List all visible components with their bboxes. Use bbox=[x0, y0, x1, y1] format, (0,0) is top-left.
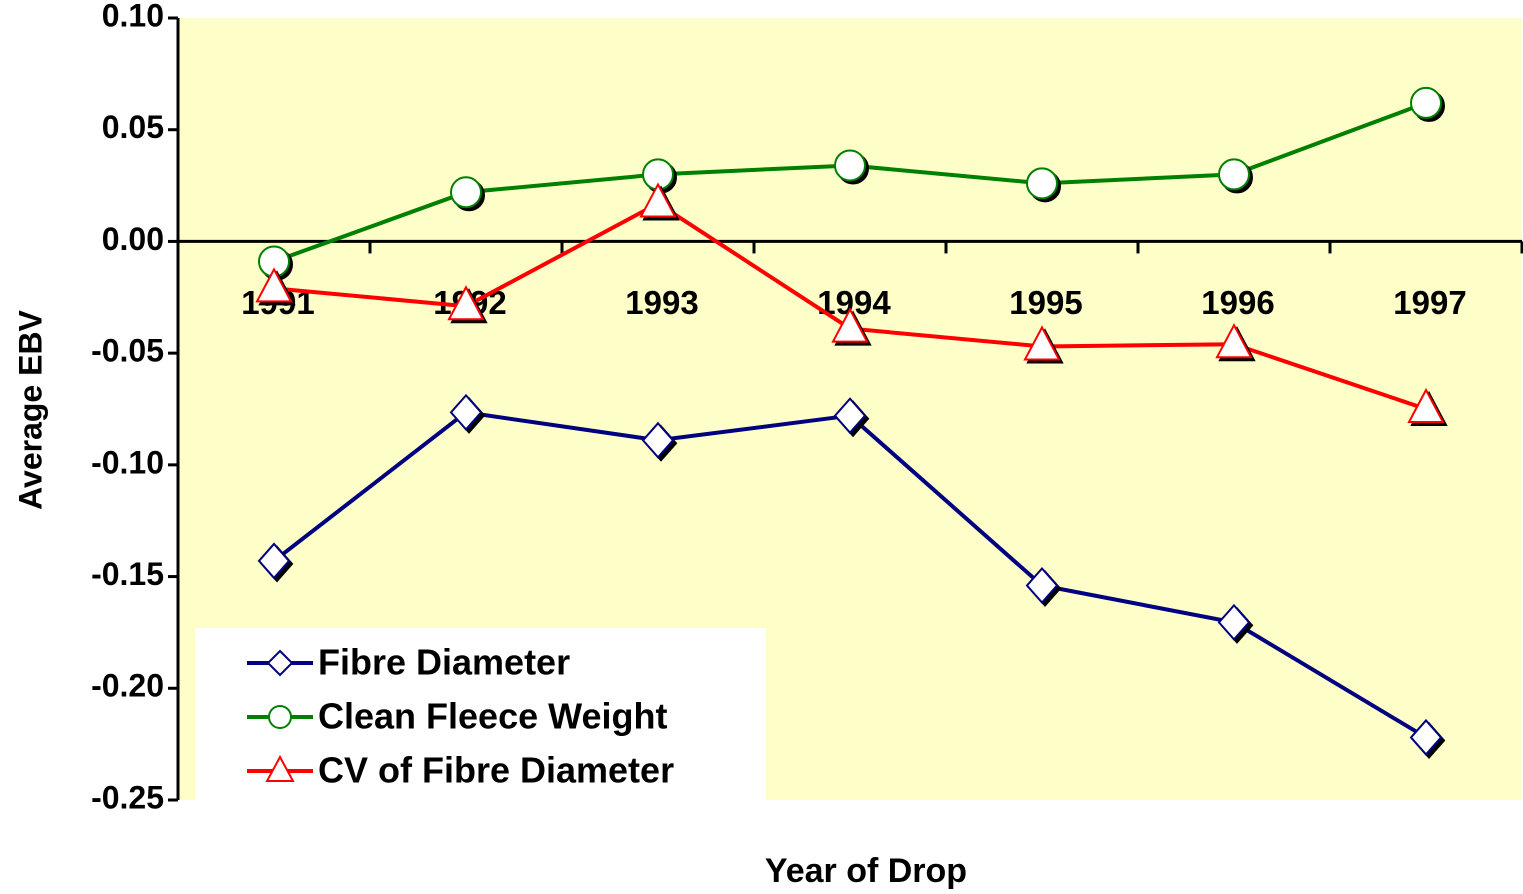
y-tick-label: -0.25 bbox=[91, 779, 164, 815]
point bbox=[641, 421, 678, 462]
point bbox=[831, 307, 872, 346]
y-axis-label: Average EBV bbox=[12, 309, 48, 509]
y-tick-label: 0.05 bbox=[102, 109, 164, 145]
point-shape bbox=[1215, 323, 1253, 359]
point-shape bbox=[1025, 566, 1059, 605]
y-tick-label: 0.00 bbox=[102, 221, 164, 257]
point bbox=[1215, 323, 1256, 362]
y-tick-label: -0.20 bbox=[91, 668, 164, 704]
point bbox=[639, 182, 680, 221]
point-shape bbox=[1218, 158, 1250, 191]
point-shape bbox=[255, 267, 293, 303]
point bbox=[1407, 387, 1448, 426]
legend-marker bbox=[265, 754, 295, 782]
point bbox=[257, 542, 294, 583]
point-shape bbox=[1410, 86, 1442, 119]
y-tick-label: -0.05 bbox=[91, 333, 164, 369]
y-tick-label: -0.15 bbox=[91, 556, 164, 592]
point bbox=[1218, 158, 1253, 194]
point-shape bbox=[1026, 167, 1058, 200]
legend-label: Fibre Diameter bbox=[318, 642, 570, 683]
point bbox=[834, 149, 869, 185]
legend-label: CV of Fibre Diameter bbox=[318, 750, 674, 791]
point-shape bbox=[833, 397, 867, 435]
point-shape bbox=[449, 393, 483, 431]
legend-marker-shape bbox=[266, 649, 294, 677]
legend-marker bbox=[266, 649, 294, 677]
point-shape bbox=[1409, 718, 1443, 756]
point bbox=[1409, 718, 1446, 759]
point-shape bbox=[639, 182, 677, 218]
x-tick-label: 1993 bbox=[625, 284, 698, 321]
point-shape bbox=[834, 149, 866, 182]
point-shape bbox=[1023, 325, 1061, 361]
point-shape bbox=[1407, 387, 1445, 423]
point bbox=[1025, 566, 1062, 608]
x-tick-label: 1997 bbox=[1393, 284, 1466, 321]
point bbox=[1023, 325, 1064, 364]
point bbox=[642, 158, 677, 194]
point bbox=[1410, 86, 1445, 122]
point bbox=[255, 267, 296, 306]
legend-marker bbox=[268, 705, 292, 729]
y-tick-label: -0.10 bbox=[91, 444, 164, 480]
point bbox=[447, 285, 488, 324]
point bbox=[1217, 603, 1254, 644]
x-tick-label: 1996 bbox=[1201, 284, 1274, 321]
point bbox=[258, 245, 293, 281]
legend: Fibre Diameter Clean Fleece Weight CV of F… bbox=[195, 628, 766, 800]
point-shape bbox=[641, 421, 675, 459]
legend-marker-shape bbox=[268, 705, 292, 729]
x-tick-label: 1995 bbox=[1009, 284, 1082, 321]
y-tick-label: 0.10 bbox=[102, 0, 164, 33]
point bbox=[449, 393, 486, 434]
point-shape bbox=[831, 307, 869, 343]
legend-label: Clean Fleece Weight bbox=[318, 696, 667, 737]
point-shape bbox=[450, 176, 482, 209]
point bbox=[1026, 167, 1061, 203]
point bbox=[833, 397, 870, 438]
x-axis-label: Year of Drop bbox=[765, 852, 967, 890]
point-shape bbox=[1217, 603, 1251, 641]
point-shape bbox=[447, 285, 485, 321]
point-shape bbox=[257, 542, 291, 580]
point bbox=[450, 176, 485, 212]
legend-marker-shape bbox=[265, 754, 295, 782]
